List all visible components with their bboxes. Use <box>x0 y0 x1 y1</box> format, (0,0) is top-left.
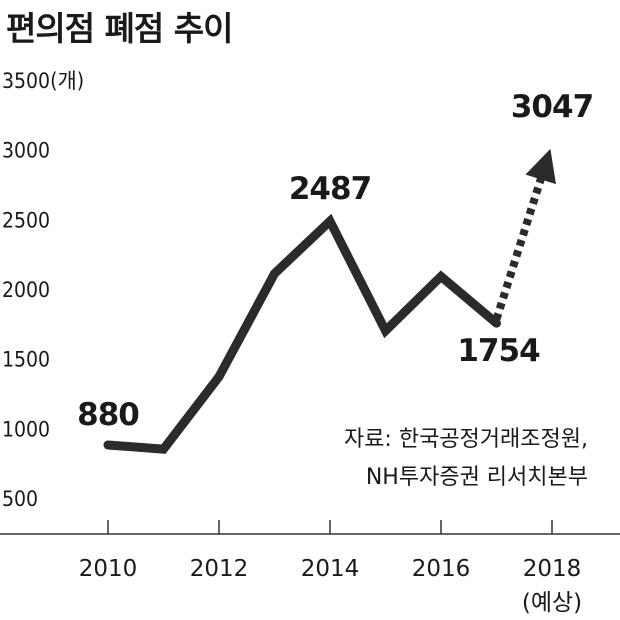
series-line-forecast-arrow <box>492 148 556 321</box>
source-note: 자료: 한국공정거래조정원, NH투자증권 리서치본부 <box>344 427 588 490</box>
y-tick-label: 1500 <box>2 348 50 372</box>
x-tick-label: 2014 <box>301 556 360 582</box>
x-tick-label: 2018 <box>523 556 582 582</box>
y-axis: 3500(개) 3000 2500 2000 1500 1000 500 <box>2 69 84 511</box>
data-labels: 880 2487 1754 3047 <box>77 89 594 433</box>
data-label: 880 <box>77 397 139 433</box>
series-group <box>103 148 556 454</box>
data-label: 3047 <box>511 89 593 125</box>
x-tick-sublabel: (예상) <box>522 590 582 616</box>
x-tick-label: 2010 <box>79 556 138 582</box>
y-tick-label: 3500(개) <box>2 69 84 93</box>
x-axis: 2010 2012 2014 2016 2018 (예상) <box>0 520 620 616</box>
y-tick-label: 500 <box>2 487 38 511</box>
data-label: 1754 <box>457 333 540 369</box>
y-tick-label: 2000 <box>2 278 50 302</box>
x-tick-label: 2016 <box>412 556 471 582</box>
y-tick-label: 3000 <box>2 139 50 163</box>
series-line-actual <box>103 213 501 454</box>
y-tick-label: 2500 <box>2 208 50 232</box>
source-line: 자료: 한국공정거래조정원, <box>344 427 588 452</box>
source-line: NH투자증권 리서치본부 <box>366 465 588 490</box>
chart-title: 편의점 폐점 추이 <box>6 9 233 48</box>
x-tick-label: 2012 <box>190 556 249 582</box>
data-label: 2487 <box>289 171 371 207</box>
y-tick-label: 1000 <box>2 417 50 441</box>
